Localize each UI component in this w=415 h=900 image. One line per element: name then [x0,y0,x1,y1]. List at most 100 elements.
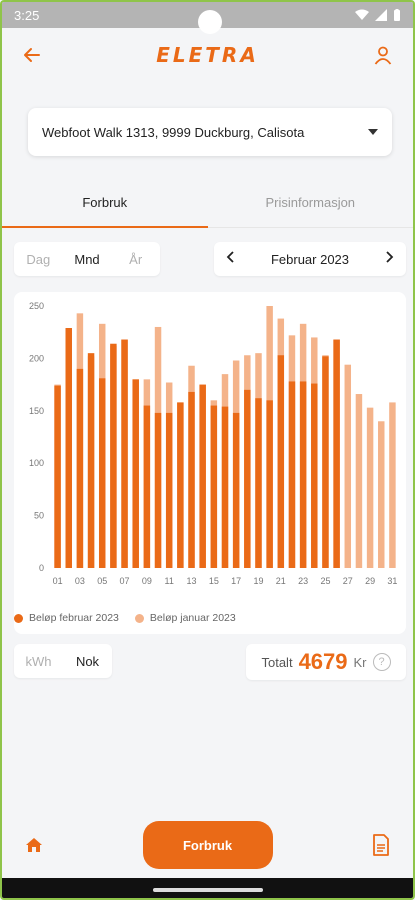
bar-january [355,394,363,568]
y-tick-label: 150 [29,406,44,416]
tab-prisinformasjon[interactable]: Prisinformasjon [207,186,413,228]
bar-february [76,368,84,568]
bar-january [344,364,352,568]
back-button[interactable] [18,41,46,69]
x-tick-label: 13 [187,576,197,586]
bar-february [266,400,273,568]
wifi-icon [355,9,369,20]
bar-february [244,389,251,568]
period-option-month[interactable]: Mnd [74,251,100,267]
prev-month-button[interactable] [226,250,236,268]
status-icons [355,8,401,22]
bar-february [333,339,340,568]
home-button[interactable] [20,831,48,859]
bar-february [110,343,117,568]
bar-february [232,412,240,568]
home-indicator[interactable] [152,888,263,892]
bar-february [154,412,162,568]
x-tick-label: 25 [320,576,330,586]
chart-legend: Beløp februar 2023 Beløp januar 2023 [14,612,236,624]
total-unit: Kr [353,654,367,670]
bar-february [98,378,106,568]
bar-february [132,379,139,568]
month-label: Februar 2023 [270,251,350,267]
unit-selector: kWh Nok [14,644,112,678]
x-tick-label: 17 [231,576,241,586]
system-nav-bar [2,878,413,898]
status-time: 3:25 [14,7,40,23]
x-tick-label: 05 [97,576,107,586]
month-navigator: Februar 2023 [214,242,406,276]
tab-bar: Forbruk Prisinformasjon [2,186,413,228]
x-tick-label: 27 [343,576,353,586]
y-tick-label: 0 [39,563,44,573]
legend-dot-feb [14,613,23,623]
period-selector: Dag Mnd År [14,242,160,276]
address-dropdown[interactable]: Webfoot Walk 1313, 9999 Duckburg, Caliso… [28,108,392,156]
x-tick-label: 29 [365,576,375,586]
x-tick-label: 21 [276,576,286,586]
battery-icon [394,8,400,21]
unit-option-nok[interactable]: Nok [75,653,100,669]
x-tick-label: 11 [165,576,174,586]
document-button[interactable] [367,831,395,859]
bar-february [165,412,173,568]
bar-february [255,398,262,568]
bar-january [378,421,385,568]
y-tick-label: 50 [34,511,44,521]
help-icon[interactable]: ? [372,653,391,671]
x-tick-label: 31 [387,576,397,586]
x-tick-label: 09 [142,576,152,586]
bar-february [121,339,128,568]
consumption-chart: 0 50 100 150 200 250 01 03 05 07 09 11 13 15 17 19 21 23 2… [29,301,397,586]
period-option-day[interactable]: Dag [26,251,51,267]
x-tick-label: 15 [209,576,219,586]
document-icon [373,834,389,856]
bar-february [65,328,72,568]
legend-item-jan: Beløp januar 2023 [134,612,236,624]
home-icon [26,838,42,852]
chevron-left-icon [226,251,234,263]
y-tick-label: 200 [29,353,44,363]
x-tick-label: 03 [75,576,85,586]
bar-february [199,384,206,568]
forbruk-button[interactable]: Forbruk [142,821,273,869]
legend-label-feb: Beløp februar 2023 [29,612,119,624]
x-tick-label: 23 [298,576,308,586]
y-tick-label: 100 [29,458,44,468]
user-icon [374,46,392,65]
legend-item-feb: Beløp februar 2023 [14,612,119,624]
bar-february [143,405,151,568]
bar-february [288,381,296,568]
address-value: Webfoot Walk 1313, 9999 Duckburg, Caliso… [42,124,305,140]
caret-down-icon [368,129,378,135]
bar-february [188,391,195,568]
legend-dot-jan [134,613,144,623]
bar-february [54,385,61,568]
x-tick-label: 07 [120,576,130,586]
bar-february [87,353,95,568]
x-tick-label: 01 [53,576,63,586]
tab-forbruk[interactable]: Forbruk [2,186,208,228]
period-option-year[interactable]: År [129,251,143,267]
bar-february [277,355,285,568]
arrow-left-icon [24,48,40,62]
chart-card: 0 50 100 150 200 250 01 03 05 07 09 11 13 15 17 19 21 23 2… [14,292,406,634]
bottom-bar: Forbruk [2,812,413,878]
bar-january [366,407,374,568]
total-card: Totalt 4679 Kr ? [246,644,406,680]
next-month-button[interactable] [384,250,394,268]
total-label: Totalt [261,654,293,670]
bar-february [221,406,229,568]
brand-logo: ELETRA [156,43,259,67]
app-header: ELETRA [2,32,413,78]
bar-february [177,402,184,568]
legend-label-jan: Beløp januar 2023 [149,612,236,624]
unit-option-kwh[interactable]: kWh [25,653,52,669]
camera-cutout [198,10,222,34]
bar-february [311,383,318,568]
profile-button[interactable] [369,41,397,69]
bar-january [389,402,396,568]
signal-icon [375,9,387,21]
